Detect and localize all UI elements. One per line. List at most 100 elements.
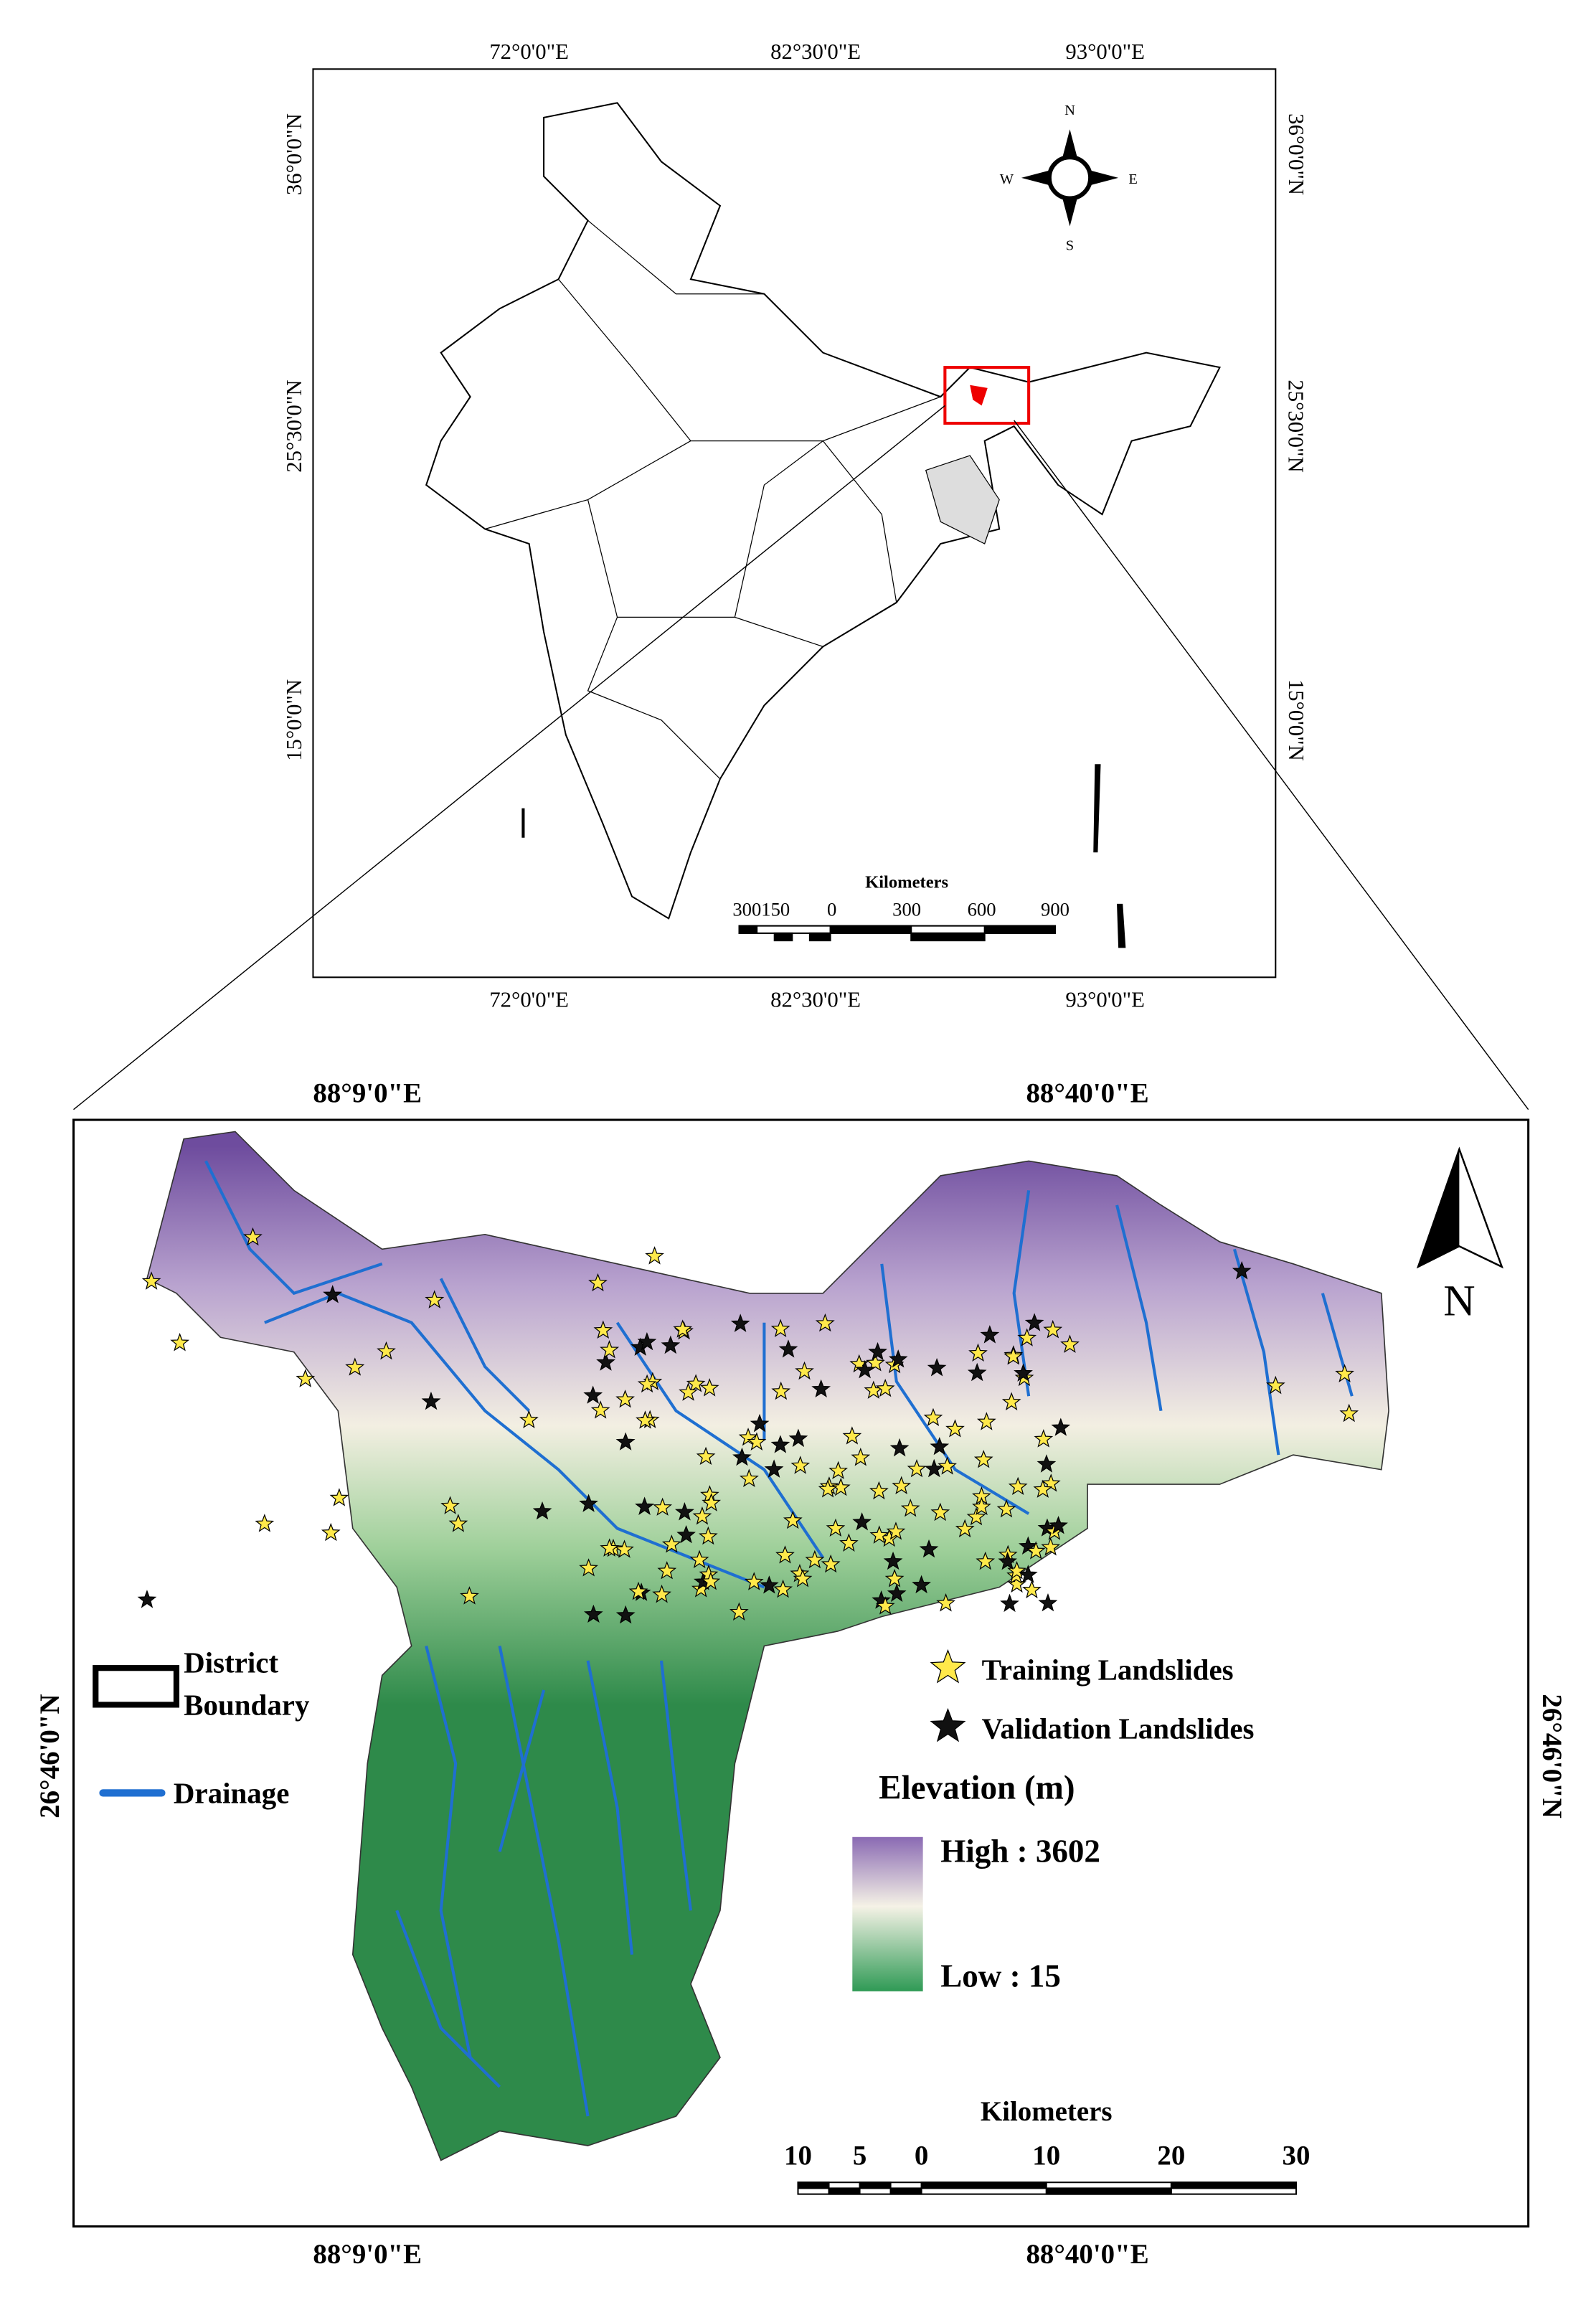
landslide-point — [661, 1534, 681, 1553]
landslide-point — [828, 1461, 848, 1479]
landslide-point — [686, 1374, 706, 1392]
landslide-point — [855, 1359, 875, 1379]
elevation-high: High : 3602 — [940, 1834, 1100, 1869]
landslide-point — [795, 1361, 814, 1380]
landslide-point — [635, 1496, 654, 1515]
landslide-point — [955, 1519, 975, 1538]
landslide-point — [888, 1349, 908, 1368]
legend-text: Validation Landslides — [982, 1712, 1255, 1745]
landslide-point — [1008, 1476, 1028, 1496]
legend-text: Boundary — [184, 1689, 310, 1722]
elevation-title: Elevation (m) — [879, 1770, 1075, 1807]
scale-label: 30 — [1283, 2141, 1311, 2171]
longitude-label: 72°0'0"E — [489, 987, 569, 1011]
north-label: N — [1443, 1277, 1475, 1326]
landslide-point — [788, 1428, 808, 1448]
landslide-point — [701, 1571, 721, 1590]
landslide-point — [1007, 1560, 1026, 1580]
landslide-point — [923, 1407, 943, 1426]
landslide-point — [590, 1400, 610, 1419]
landslide-point — [884, 1569, 905, 1588]
landslide-point — [851, 1447, 871, 1466]
landslide-point — [1049, 1516, 1068, 1534]
scale-label: 5 — [853, 2141, 867, 2171]
drainage — [204, 1160, 1354, 2117]
landslide-point — [698, 1526, 718, 1545]
landslide-point — [699, 1378, 719, 1397]
landslide-point — [770, 1435, 790, 1453]
landslide-point — [889, 1438, 910, 1457]
landslide-point — [930, 1437, 950, 1456]
legend-training-symbol — [930, 1649, 966, 1684]
landslide-point — [770, 1319, 790, 1338]
legend-text: Training Landslides — [982, 1654, 1234, 1687]
landslide-point — [839, 1533, 859, 1552]
latitude-label: 26°46'0"N — [34, 1694, 65, 1818]
landslide-point — [1060, 1334, 1080, 1353]
scale-label: 10 — [784, 2141, 812, 2171]
scale-title: Kilometers — [981, 2096, 1113, 2127]
zoom-line — [1014, 420, 1529, 1110]
bangladesh — [925, 455, 1000, 544]
landslide-point — [674, 1501, 694, 1521]
elevation-ramp — [852, 1836, 923, 1991]
landslide-point — [679, 1382, 698, 1401]
landslide-point — [886, 1522, 906, 1540]
landslide-point — [377, 1341, 396, 1360]
landslide-point — [764, 1459, 784, 1478]
landslide-point — [966, 1506, 986, 1526]
landslide-point — [919, 1539, 939, 1558]
landslide-point — [255, 1514, 275, 1532]
landslide-point — [637, 1374, 657, 1393]
landslide-point — [243, 1227, 263, 1246]
landslide-point — [1041, 1537, 1060, 1556]
landslide-points — [137, 1227, 1359, 1624]
landslide-point — [1018, 1565, 1038, 1583]
landslide-point — [973, 1450, 993, 1468]
elevation-low: Low : 15 — [940, 1958, 1061, 1994]
landslide-point — [636, 1410, 655, 1429]
landslide-point — [805, 1550, 825, 1569]
scale-title: Kilometers — [865, 872, 948, 892]
landslide-point — [345, 1357, 365, 1376]
longitude-label: 72°0'0"E — [489, 39, 569, 64]
landslide-point — [579, 1558, 598, 1577]
landslide-point — [842, 1426, 862, 1445]
compass-letter: W — [1000, 171, 1014, 187]
landslide-point — [883, 1551, 903, 1570]
landslide-point — [998, 1552, 1017, 1570]
landslide-point — [1026, 1541, 1046, 1560]
landslide-point — [583, 1604, 603, 1623]
landslide-point — [980, 1325, 1000, 1344]
landslide-point — [1038, 1593, 1058, 1612]
scale-label: 300 — [892, 898, 921, 920]
landslide-point — [868, 1341, 887, 1361]
latitude-label: 25°30'0"N — [282, 379, 306, 472]
compass-letter: E — [1128, 171, 1138, 187]
scale-label: 10 — [1032, 2141, 1060, 2171]
landslide-point — [588, 1273, 608, 1292]
landslide-point — [1034, 1429, 1054, 1448]
landslide-point — [821, 1554, 841, 1573]
latitude-label: 26°46'0"N — [1536, 1694, 1567, 1818]
landslide-point — [875, 1378, 895, 1397]
latitude-label: 36°0'0"N — [282, 113, 306, 195]
landslide-point — [744, 1572, 764, 1590]
landslide-point — [729, 1602, 749, 1621]
landslide-point — [519, 1410, 539, 1429]
landslide-point — [1001, 1392, 1021, 1411]
inset-frame — [312, 68, 1277, 978]
landslide-point — [771, 1381, 791, 1400]
legend-text: District — [184, 1646, 278, 1679]
latitude-label: 25°30'0"N — [1284, 379, 1308, 472]
landslide-point — [927, 1358, 947, 1377]
scale-label: 0 — [827, 898, 836, 920]
longitude-label: 88°40'0"E — [1026, 1077, 1148, 1108]
landslide-point — [1043, 1319, 1063, 1339]
landslide-point — [924, 1458, 944, 1478]
scale-label: 20 — [1157, 2141, 1185, 2171]
landslide-point — [945, 1419, 965, 1438]
landslide-point — [579, 1494, 598, 1512]
north-arrow-half — [1418, 1149, 1460, 1267]
study-area-mark — [970, 385, 988, 406]
